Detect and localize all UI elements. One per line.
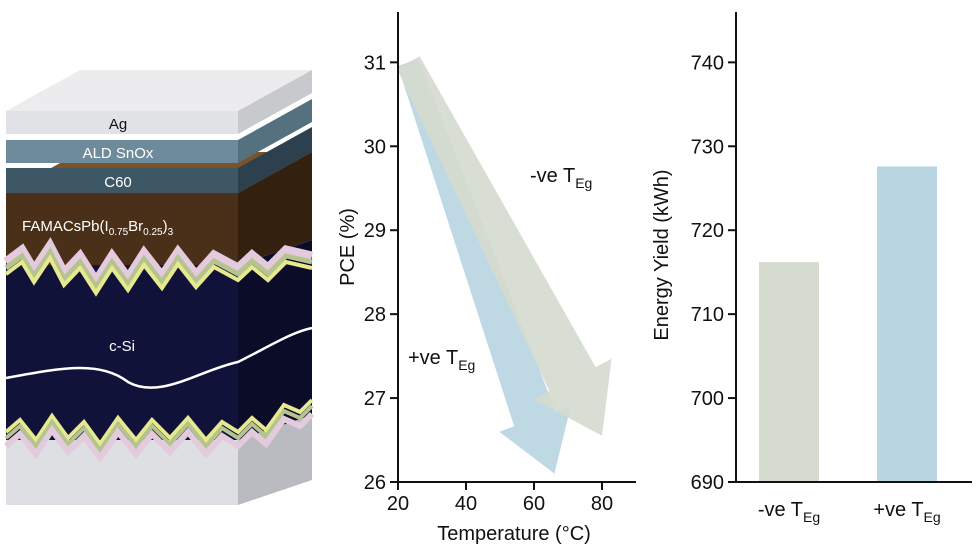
ey-y-tick-label: 710	[691, 304, 724, 326]
energy-yield-bar	[877, 166, 937, 482]
ey-x-ticks: -ve TEg +ve TEg	[758, 499, 941, 525]
rear-interface-green	[4, 404, 314, 454]
pce-y-ticks: 26 27 28 29 30 31	[364, 52, 398, 494]
interface-layer-yellow	[4, 254, 313, 297]
sno-label: ALD SnOx	[83, 145, 154, 162]
perovskite-front	[6, 193, 238, 265]
silicon-wafer-curve	[5, 326, 313, 389]
ey-y-tick-label: 720	[691, 220, 724, 242]
silicon-side	[238, 240, 312, 440]
c60-side	[238, 127, 312, 193]
ey-y-ticks: 690 700 710 720 730 740	[691, 52, 736, 494]
ey-y-tick-label: 740	[691, 52, 724, 74]
energy-yield-bar	[759, 262, 819, 482]
interface-layer-pink	[3, 237, 314, 290]
perovskite-side	[238, 152, 312, 265]
pos-series-label: +ve TEg	[408, 347, 475, 373]
ey-x-tick-label: +ve TEg	[873, 499, 940, 525]
ag-top	[6, 70, 312, 111]
neg-series-arrow	[396, 56, 612, 436]
ey-x-tick-label: -ve TEg	[758, 499, 820, 525]
pce-x-tick-label: 20	[387, 493, 409, 515]
pce-y-tick-label: 28	[364, 304, 386, 326]
pce-x-tick-label: 40	[455, 493, 477, 515]
c60-front	[6, 168, 238, 193]
pce-y-tick-label: 26	[364, 472, 386, 494]
pce-x-ticks: 20 40 60 80	[387, 482, 613, 515]
pce-x-tick-label: 80	[591, 493, 613, 515]
c60-label: C60	[104, 174, 132, 191]
pce-y-tick-label: 29	[364, 220, 386, 242]
sno-side	[238, 99, 312, 163]
energy-yield-chart: 690 700 710 720 730 740 -ve TEg +ve TEg Energy…	[651, 12, 972, 525]
ag-label: Ag	[109, 116, 127, 133]
ag-side	[238, 70, 312, 134]
pce-y-tick-label: 30	[364, 136, 386, 158]
pce-y-tick-label: 31	[364, 52, 386, 74]
pce-y-tick-label: 27	[364, 388, 386, 410]
pos-series-arrow	[397, 58, 571, 474]
pce-y-axis-label: PCE (%)	[337, 208, 359, 286]
ey-y-tick-label: 730	[691, 136, 724, 158]
ag-front	[6, 111, 238, 134]
neg-series-label: -ve TEg	[530, 165, 592, 191]
pce-x-axis-label: Temperature (°C)	[437, 523, 591, 545]
rear-interface-pink	[4, 411, 315, 464]
pce-arrows	[396, 56, 612, 474]
perovskite-label: FAMACsPb(I0.75Br0.25)3	[22, 218, 174, 238]
ey-y-tick-label: 690	[691, 472, 724, 494]
rear-interface-yellow	[4, 398, 314, 448]
ey-y-tick-label: 700	[691, 388, 724, 410]
energy-yield-bars	[759, 166, 937, 482]
ey-y-axis-label: Energy Yield (kWh)	[651, 169, 673, 340]
pce-chart: 26 27 28 29 30 31 20 40 60 80 PCE (%) Temperatur…	[337, 12, 636, 545]
interface-layer-green	[4, 247, 313, 292]
pce-x-tick-label: 60	[523, 493, 545, 515]
device-stack: Ag ALD SnOx C60 FAMACsPb(I0.75Br0.25)3 c…	[3, 70, 315, 505]
sno-front	[6, 140, 238, 163]
silicon-label: c-Si	[109, 338, 135, 355]
silicon-front	[6, 265, 238, 440]
